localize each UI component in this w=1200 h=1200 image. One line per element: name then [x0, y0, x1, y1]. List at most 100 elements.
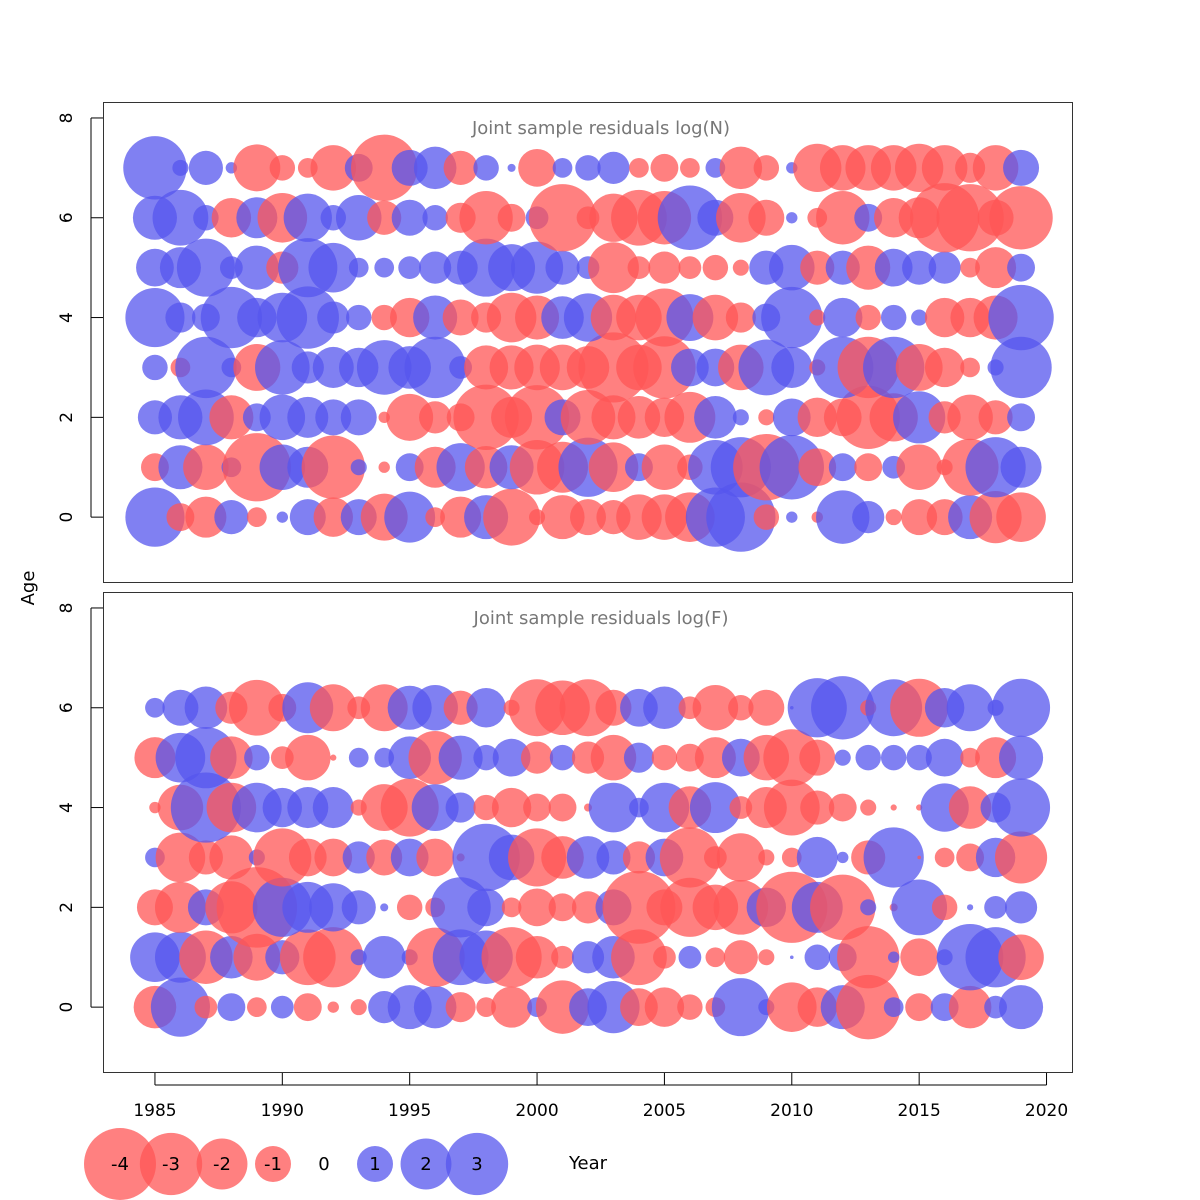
residual-bubble [789, 955, 794, 960]
residual-bubble [781, 847, 802, 868]
residual-bubble [816, 490, 870, 544]
residual-bubble [172, 159, 189, 176]
residual-bubble [611, 929, 667, 986]
residual-bubble [518, 888, 556, 927]
residual-bubble [419, 401, 452, 434]
residual-bubble [303, 927, 364, 988]
residual-bubble [622, 841, 656, 874]
residual-bubble [855, 744, 881, 771]
residual-bubble [893, 391, 946, 444]
residual-bubble [445, 792, 476, 823]
residual-bubble [1007, 403, 1035, 432]
residual-bubble [149, 801, 161, 814]
residual-bubble [340, 399, 377, 436]
residual-bubble [748, 199, 785, 236]
residual-bubble [193, 205, 219, 231]
residual-bubble [948, 985, 992, 1029]
residual-bubble [413, 146, 457, 190]
residual-bubble [928, 251, 961, 284]
residual-bubble [492, 738, 531, 777]
residual-bubble [210, 736, 253, 779]
residual-bubble [960, 747, 980, 768]
residual-bubble [350, 459, 367, 476]
residual-bubble [1003, 149, 1040, 186]
residual-bubble [900, 938, 939, 977]
residual-bubble [729, 796, 753, 819]
residual-bubble [350, 949, 367, 966]
residual-bubble [362, 935, 406, 979]
residual-bubble [761, 286, 823, 349]
residual-bubble [125, 287, 185, 348]
residual-bubble [244, 744, 270, 771]
legend-label: -2 [213, 1154, 231, 1175]
legend-bubble [84, 1128, 156, 1200]
residual-bubble [374, 257, 395, 278]
residual-bubble [384, 491, 436, 543]
legend-label: 3 [471, 1154, 482, 1175]
residual-bubble [1007, 253, 1035, 282]
residual-bubble [852, 501, 885, 534]
residual-bubble [694, 396, 737, 439]
residual-bubble [596, 840, 631, 875]
residual-bubble [798, 448, 837, 487]
residual-bubble [705, 947, 726, 968]
x-tick-label: 2020 [1025, 1101, 1068, 1121]
residual-bubble [308, 242, 359, 293]
residual-bubble [627, 256, 651, 280]
residual-bubble [185, 496, 227, 538]
residual-bubble [497, 203, 526, 232]
legend-bubble [196, 1138, 248, 1190]
legend: -4 -3 -2 -1 0 1 2 3 [84, 1128, 509, 1200]
residual-bubble [975, 247, 1017, 289]
residual-bubble [936, 184, 1004, 252]
legend-bubble [139, 1132, 203, 1196]
residual-bubble [194, 995, 218, 1019]
residual-bubble [657, 185, 723, 250]
residual-bubble [828, 453, 857, 482]
residual-bubble [623, 742, 655, 773]
y-tick-label: 0 [57, 512, 77, 523]
residual-bubble [902, 250, 937, 285]
residual-bubble [396, 894, 423, 921]
residual-bubble [330, 754, 337, 761]
x-axis: 1985 1990 1995 2000 2005 2010 2015 2020 [133, 1073, 1068, 1121]
residual-bubble [425, 507, 446, 527]
residual-bubble [732, 409, 749, 426]
residual-bubble [315, 399, 352, 436]
residual-bubble [860, 899, 877, 916]
residual-bubble [276, 511, 289, 523]
y-axis: 0 2 4 6 8 [57, 603, 103, 1013]
residual-bubble [1000, 446, 1042, 488]
residual-bubble [934, 847, 955, 868]
residual-bubble [716, 192, 766, 243]
legend-label: 1 [369, 1154, 380, 1175]
residual-bubble [887, 951, 900, 963]
residual-bubble [758, 849, 775, 866]
y-tick-label: 8 [57, 603, 77, 614]
residual-bubble [327, 1001, 339, 1013]
legend-bubble [255, 1146, 291, 1182]
residual-bubble [809, 309, 826, 326]
residual-bubble [419, 251, 452, 284]
residual-bubble [438, 735, 483, 780]
residual-bubble [459, 191, 513, 245]
residual-bubble [422, 205, 448, 231]
x-tick-label: 1985 [133, 1101, 176, 1121]
residual-bubble [575, 155, 601, 181]
residual-bubble [413, 295, 458, 340]
residual-bubble [728, 695, 754, 721]
residual-bubble [725, 302, 756, 333]
residual-bubble [677, 994, 703, 1020]
residual-bubble [648, 251, 681, 284]
y-tick-label: 0 [57, 1002, 77, 1013]
residual-bubble [602, 870, 676, 944]
residual-bubble [150, 977, 210, 1037]
legend-label: 0 [318, 1154, 329, 1175]
residual-bubble [314, 838, 353, 877]
residual-bubble [925, 738, 964, 777]
residual-bubble [650, 153, 679, 182]
residual-bubble [476, 997, 496, 1017]
residual-bubble [837, 926, 900, 989]
y-tick-label: 4 [57, 312, 77, 323]
